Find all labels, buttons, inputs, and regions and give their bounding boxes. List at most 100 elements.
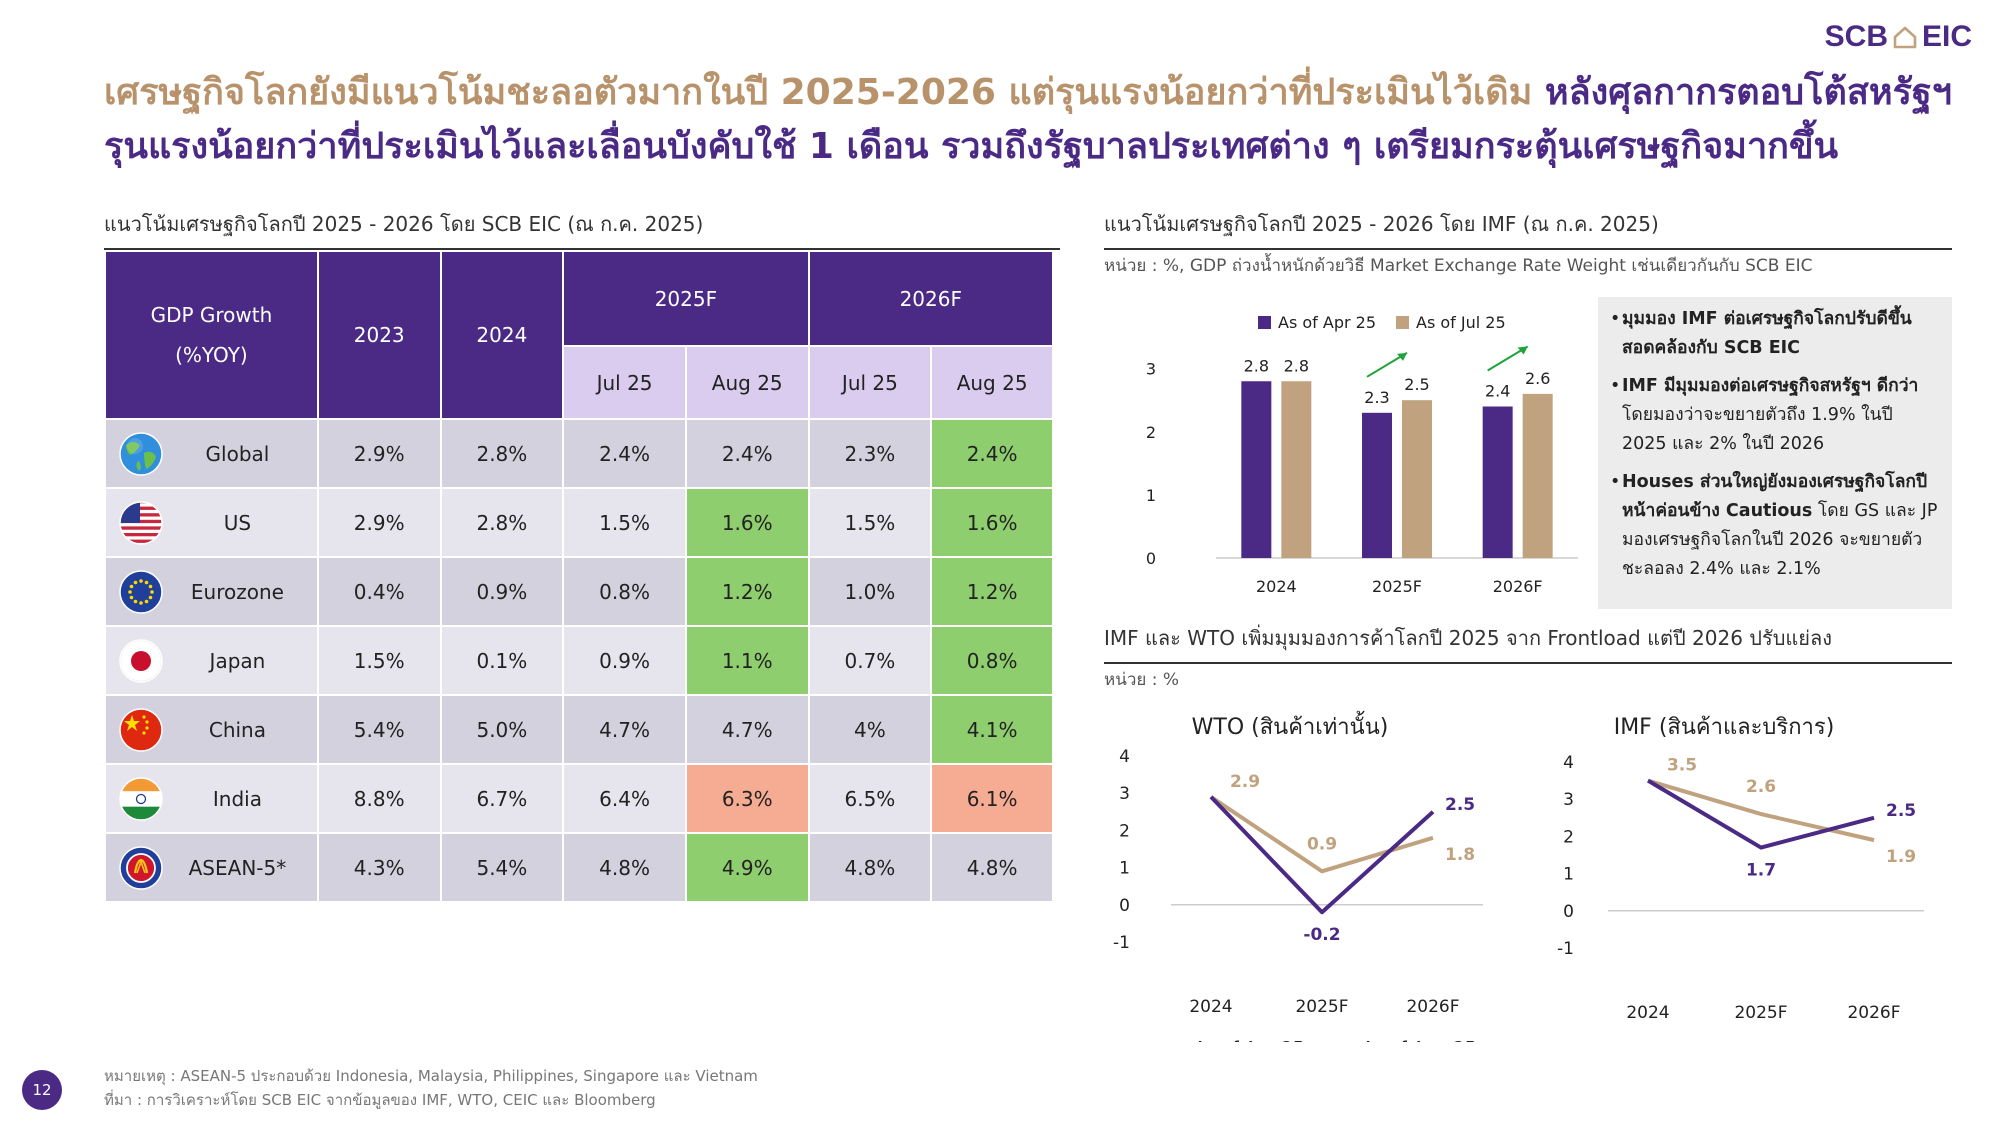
value-cell: 8.8% bbox=[316, 763, 442, 834]
value-cell: 2.8% bbox=[439, 418, 565, 489]
line-data-label: 2.9 bbox=[1230, 772, 1260, 792]
value-cell: 1.5% bbox=[562, 487, 687, 558]
country-cell: Global bbox=[104, 418, 319, 489]
value-cell: 4.3% bbox=[316, 832, 442, 903]
page-number: 12 bbox=[22, 1070, 62, 1110]
y-tick-label: 4 bbox=[1563, 753, 1574, 773]
value-cell: 4.1% bbox=[930, 694, 1054, 765]
y-tick-label: 2 bbox=[1119, 821, 1130, 841]
y-tick-label: 1 bbox=[1146, 486, 1156, 505]
bar bbox=[1362, 412, 1392, 558]
value-cell: 2.4% bbox=[930, 418, 1054, 489]
y-tick-label: 4 bbox=[1119, 747, 1130, 767]
chart-title: WTO (สินค้าเท่านั้น) bbox=[1192, 711, 1389, 740]
bar bbox=[1482, 406, 1513, 558]
bar-data-label: 2.8 bbox=[1244, 356, 1269, 375]
bullet-bold: IMF มีมุมมองต่อเศรษฐกิจสหรัฐฯ ดีกว่า bbox=[1622, 376, 1919, 396]
logo-eic-text: EIC bbox=[1921, 20, 1972, 53]
bar-data-label: 2.5 bbox=[1404, 375, 1429, 394]
value-cell: 4.8% bbox=[807, 832, 933, 903]
logo-scb-text: SCB bbox=[1824, 20, 1888, 53]
y-tick-label: 3 bbox=[1146, 360, 1156, 379]
value-cell: 1.6% bbox=[684, 487, 810, 558]
legend-label: As of Apr 25 bbox=[1278, 313, 1376, 332]
series-line bbox=[1646, 778, 1875, 850]
increase-arrow-head bbox=[1517, 346, 1528, 355]
country-name: Global bbox=[205, 441, 270, 466]
value-cell: 4.7% bbox=[684, 694, 810, 765]
bar bbox=[1241, 381, 1272, 558]
country-cell: ASEAN-5* bbox=[104, 832, 319, 903]
line-data-label: 1.7 bbox=[1746, 861, 1776, 881]
x-tick-label: 2024 bbox=[1189, 997, 1232, 1017]
y-tick-label: 2 bbox=[1563, 827, 1574, 847]
table-row: India 8.8% 6.7% 6.4% 6.3% 6.5% 6.1% bbox=[104, 763, 1054, 834]
footnote-source: ที่มา : การวิเคราะห์โดย SCB EIC จากข้อมู… bbox=[104, 1091, 656, 1109]
country-name: ASEAN-5* bbox=[188, 855, 287, 880]
header-2026f: 2026F bbox=[807, 250, 1055, 347]
country-name: Japan bbox=[209, 648, 266, 673]
value-cell: 4.8% bbox=[930, 832, 1054, 903]
value-cell: 0.9% bbox=[562, 625, 687, 696]
x-tick-label: 2025F bbox=[1372, 577, 1422, 596]
gdp-growth-table: GDP Growth (%YOY) 2023 2024 2025F 2026F … bbox=[104, 250, 1055, 903]
y-tick-label: 2 bbox=[1146, 423, 1156, 442]
house-icon bbox=[1893, 26, 1917, 49]
bar-data-label: 2.3 bbox=[1364, 388, 1389, 407]
value-cell: 1.1% bbox=[684, 625, 810, 696]
series-line bbox=[1209, 795, 1435, 915]
x-tick-label: 2026F bbox=[1493, 577, 1543, 596]
china-flag-icon bbox=[118, 707, 164, 753]
value-cell: 5.4% bbox=[316, 694, 442, 765]
us-flag-icon bbox=[118, 500, 164, 546]
headline-line-2: รุนแรงน้อยกว่าที่ประเมินไว้และเลื่อนบังค… bbox=[104, 126, 1839, 167]
bar bbox=[1522, 393, 1553, 558]
legend-label: As of Apr 25 bbox=[1194, 1038, 1304, 1042]
y-tick-label: 0 bbox=[1563, 902, 1574, 922]
increase-arrow-head bbox=[1397, 352, 1407, 361]
table-row: Japan 1.5% 0.1% 0.9% 1.1% 0.7% 0.8% bbox=[104, 625, 1054, 696]
scb-eic-logo: SCB EIC bbox=[1825, 20, 1972, 54]
bullet-text: โดยมองว่าจะขยายตัวถึง 1.9% ในปี 2025 และ… bbox=[1622, 405, 1893, 454]
x-tick-label: 2026F bbox=[1406, 997, 1459, 1017]
country-cell: China bbox=[104, 694, 319, 765]
trade-section-title: IMF และ WTO เพิ่มมุมมองการค้าโลกปี 2025 … bbox=[1104, 622, 1952, 664]
country-name: India bbox=[212, 786, 262, 811]
y-tick-label: 0 bbox=[1146, 549, 1156, 568]
trade-unit-note: หน่วย : % bbox=[1104, 670, 1180, 690]
legend-swatch bbox=[1396, 316, 1409, 329]
value-cell: 0.1% bbox=[439, 625, 565, 696]
y-tick-label: 1 bbox=[1119, 859, 1130, 879]
page-headline: เศรษฐกิจโลกยังมีแนวโน้มชะลอตัวมากในปี 20… bbox=[104, 66, 1984, 174]
y-tick-label: 1 bbox=[1563, 865, 1574, 885]
x-tick-label: 2026F bbox=[1847, 1003, 1900, 1023]
line-data-label: -0.2 bbox=[1303, 925, 1340, 945]
x-tick-label: 2024 bbox=[1256, 577, 1297, 596]
table-row: US 2.9% 2.8% 1.5% 1.6% 1.5% 1.6% bbox=[104, 487, 1054, 558]
table-row: ASEAN-5* 4.3% 5.4% 4.8% 4.9% 4.8% 4.8% bbox=[104, 832, 1054, 903]
value-cell: 1.5% bbox=[807, 487, 933, 558]
country-cell: US bbox=[104, 487, 319, 558]
y-tick-label: 3 bbox=[1563, 790, 1574, 810]
eu-flag-icon bbox=[118, 569, 164, 615]
bullet-item: IMF มีมุมมองต่อเศรษฐกิจสหรัฐฯ ดีกว่า โดย… bbox=[1610, 372, 1942, 459]
y-tick-label: -1 bbox=[1557, 939, 1574, 959]
country-cell: Eurozone bbox=[104, 556, 319, 627]
value-cell: 6.4% bbox=[562, 763, 687, 834]
imf-bullet-box: มุมมอง IMF ต่อเศรษฐกิจโลกปรับดีขึ้น สอดค… bbox=[1598, 297, 1952, 609]
subheader-2025-aug: Aug 25 bbox=[684, 345, 810, 420]
line-data-label: 2.5 bbox=[1445, 795, 1475, 815]
x-tick-label: 2025F bbox=[1295, 997, 1348, 1017]
bullet-text: โดย GS และ JP มองเศรษฐกิจโลกในปี 2026 จะ… bbox=[1622, 501, 1938, 579]
value-cell: 4.8% bbox=[562, 832, 687, 903]
imf-unit-note: หน่วย : %, GDP ถ่วงน้ำหนักด้วยวิธี Marke… bbox=[1104, 256, 1813, 276]
country-name: Eurozone bbox=[190, 579, 284, 604]
series-line bbox=[1647, 778, 1875, 843]
value-cell: 5.4% bbox=[439, 832, 565, 903]
line-data-label: 1.9 bbox=[1886, 847, 1916, 867]
line-data-label: 0.9 bbox=[1307, 834, 1337, 854]
y-tick-label: 3 bbox=[1119, 784, 1130, 804]
table-header-label: GDP Growth (%YOY) bbox=[104, 250, 319, 420]
legend-swatch bbox=[1258, 316, 1271, 329]
bullet-item: Houses ส่วนใหญ่ยังมองเศรษฐกิจโลกปี หน้าค… bbox=[1610, 468, 1942, 584]
